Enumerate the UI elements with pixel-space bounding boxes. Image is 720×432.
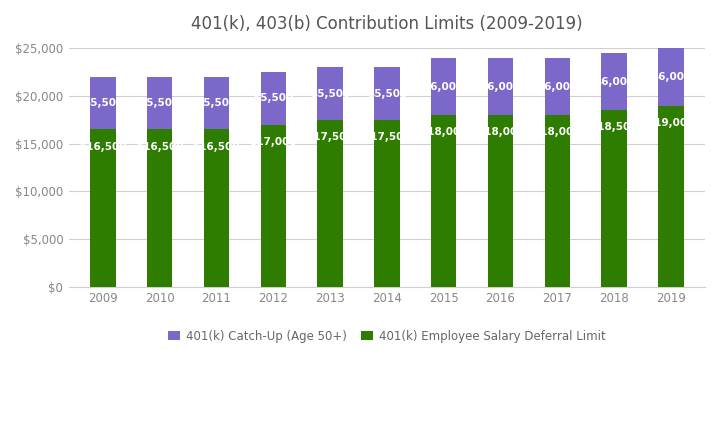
Text: $18,000: $18,000 bbox=[477, 127, 524, 137]
Title: 401(k), 403(b) Contribution Limits (2009-2019): 401(k), 403(b) Contribution Limits (2009… bbox=[191, 15, 582, 33]
Text: $5,500: $5,500 bbox=[197, 98, 237, 108]
Text: $17,000: $17,000 bbox=[250, 137, 297, 147]
Legend: 401(k) Catch-Up (Age 50+), 401(k) Employee Salary Deferral Limit: 401(k) Catch-Up (Age 50+), 401(k) Employ… bbox=[163, 325, 611, 347]
Bar bbox=[601, 53, 627, 110]
Bar bbox=[431, 58, 456, 115]
Bar bbox=[544, 115, 570, 286]
Bar bbox=[318, 120, 343, 286]
Bar bbox=[658, 48, 684, 105]
Text: $5,500: $5,500 bbox=[310, 89, 350, 98]
Text: $6,000: $6,000 bbox=[423, 82, 464, 92]
Bar bbox=[431, 115, 456, 286]
Bar bbox=[90, 130, 116, 286]
Bar bbox=[658, 105, 684, 286]
Bar bbox=[487, 58, 513, 115]
Bar bbox=[147, 130, 173, 286]
Bar bbox=[204, 77, 229, 130]
Text: $18,000: $18,000 bbox=[420, 127, 467, 137]
Text: $18,000: $18,000 bbox=[534, 127, 581, 137]
Text: $19,000: $19,000 bbox=[647, 118, 695, 128]
Bar bbox=[601, 110, 627, 286]
Bar bbox=[318, 67, 343, 120]
Bar bbox=[261, 72, 286, 125]
Text: $17,500: $17,500 bbox=[363, 132, 410, 142]
Bar bbox=[147, 77, 173, 130]
Text: $5,500: $5,500 bbox=[83, 98, 123, 108]
Text: $16,500: $16,500 bbox=[136, 142, 184, 152]
Text: $6,000: $6,000 bbox=[537, 82, 577, 92]
Text: $18,500: $18,500 bbox=[590, 123, 638, 133]
Bar bbox=[204, 130, 229, 286]
Bar bbox=[487, 115, 513, 286]
Text: $5,500: $5,500 bbox=[140, 98, 180, 108]
Text: $16,500: $16,500 bbox=[79, 142, 127, 152]
Text: $17,500: $17,500 bbox=[306, 132, 354, 142]
Bar bbox=[90, 77, 116, 130]
Text: $6,000: $6,000 bbox=[480, 82, 521, 92]
Text: $6,000: $6,000 bbox=[651, 72, 691, 82]
Text: $6,000: $6,000 bbox=[594, 77, 634, 87]
Text: $5,500: $5,500 bbox=[253, 93, 294, 103]
Text: $16,500: $16,500 bbox=[193, 142, 240, 152]
Bar bbox=[544, 58, 570, 115]
Bar bbox=[261, 125, 286, 286]
Text: $5,500: $5,500 bbox=[366, 89, 407, 98]
Bar bbox=[374, 120, 400, 286]
Bar bbox=[374, 67, 400, 120]
